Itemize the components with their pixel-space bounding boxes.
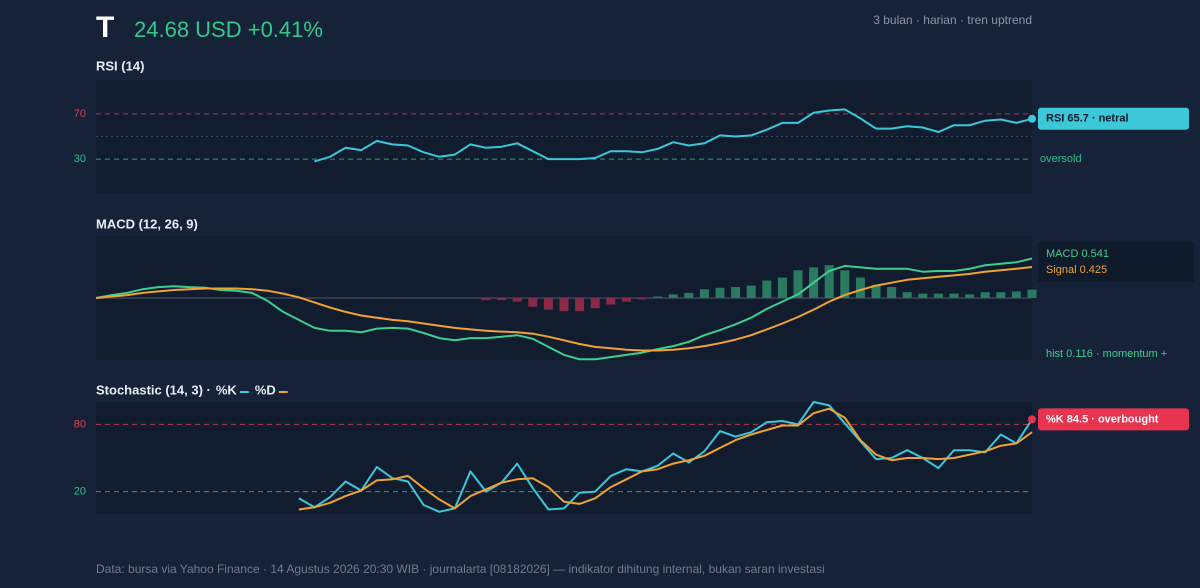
histogram-bar (606, 298, 616, 305)
histogram-bar (855, 277, 865, 298)
histogram-bar (684, 292, 694, 298)
last-point (1028, 415, 1036, 424)
badge-bg (1038, 107, 1189, 130)
symbol: T (96, 11, 114, 44)
panel-title: RSI (14) (96, 58, 144, 73)
legend-text: Signal 0.425 (1046, 264, 1107, 276)
histogram-bar (731, 287, 741, 298)
histogram-bar (1027, 289, 1037, 298)
legend-label: %K (216, 382, 238, 397)
legend-text: MACD 0.541 (1046, 248, 1109, 260)
last-point (1028, 114, 1036, 123)
histogram-bar (512, 298, 522, 302)
y-tick-label: 70 (74, 108, 86, 120)
histogram-bar (559, 298, 569, 312)
badge-text: RSI 65.7 · netral (1046, 113, 1129, 125)
histogram-bar (746, 285, 756, 298)
series-line (95, 257, 1033, 361)
histogram-bar (933, 293, 943, 298)
histogram-bar (824, 265, 834, 298)
histogram-bar (762, 280, 772, 298)
histogram-bar (668, 294, 678, 298)
histogram-bar (996, 292, 1006, 298)
series-line (95, 266, 1033, 352)
legend-box (1038, 242, 1194, 282)
y-tick-label: 20 (74, 486, 86, 498)
series-line (298, 407, 1033, 511)
footer: Data: bursa via Yahoo Finance · 14 Agust… (96, 562, 825, 576)
y-tick-label: 80 (74, 418, 86, 430)
series-line (314, 108, 1033, 163)
histogram-bar (965, 294, 975, 298)
histogram-bar (871, 284, 881, 298)
badge-bg (1038, 408, 1189, 431)
histogram-bar (497, 298, 507, 301)
histogram-bar (543, 298, 553, 310)
histogram-bar (949, 293, 959, 298)
quote: 24.68 USD +0.41% (134, 17, 323, 42)
histogram-bar (793, 270, 803, 298)
meta: 3 bulan · harian · tren uptrend (873, 13, 1032, 27)
histogram-bar (575, 298, 585, 312)
panel-title: Stochastic (14, 3) · (96, 382, 211, 397)
histogram-bar (1011, 291, 1021, 298)
histogram-bar (637, 298, 647, 300)
histogram-bar (528, 298, 538, 307)
badge-text: %K 84.5 · overbought (1046, 413, 1159, 425)
legend-label: %D (255, 382, 276, 397)
y-tick-label: 30 (74, 153, 86, 165)
histogram-bar (621, 298, 631, 302)
histogram-bar (481, 298, 491, 301)
histogram-bar (777, 277, 787, 298)
note: hist 0.116 · momentum + (1046, 348, 1167, 360)
annotation: oversold (1040, 153, 1082, 165)
histogram-bar (715, 287, 725, 298)
panel-title: MACD (12, 26, 9) (96, 216, 198, 231)
histogram-bar (980, 292, 990, 298)
histogram-bar (653, 296, 663, 298)
histogram-bar (887, 287, 897, 298)
series-line (298, 401, 1033, 513)
histogram-bar (902, 292, 912, 298)
histogram-bar (840, 270, 850, 298)
histogram-bar (918, 293, 928, 298)
histogram-bar (590, 298, 600, 309)
histogram-bar (699, 289, 709, 298)
